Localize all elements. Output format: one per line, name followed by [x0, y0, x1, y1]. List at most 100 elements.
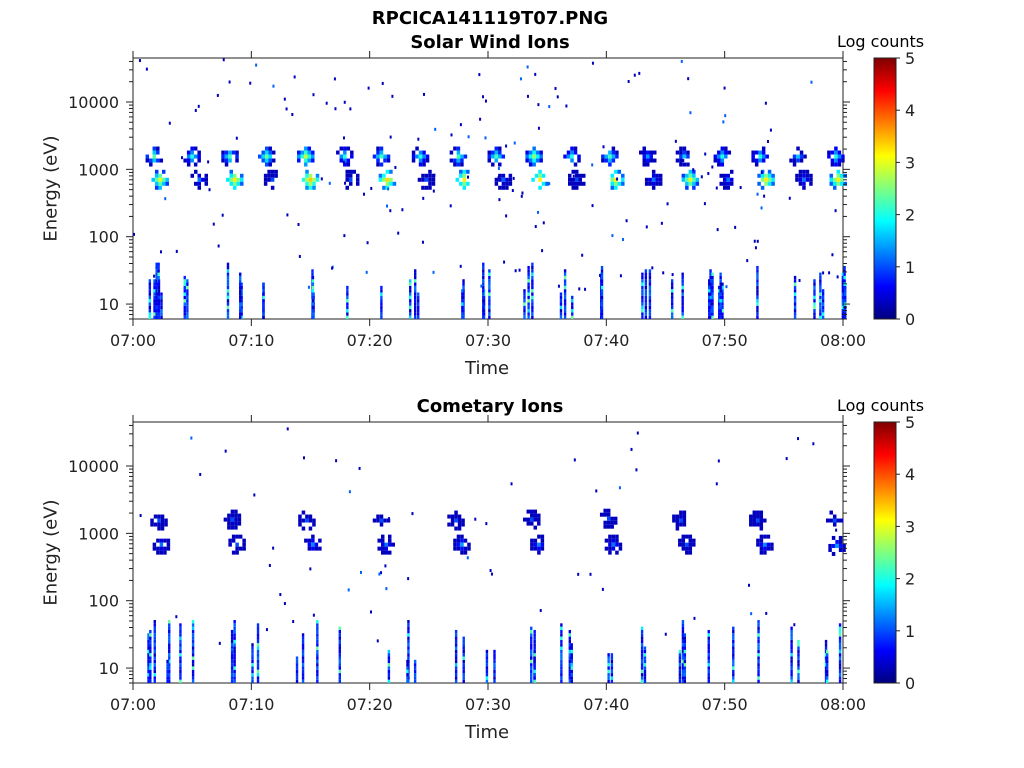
spectrogram-cell	[160, 299, 163, 303]
spectrogram-cell	[256, 646, 260, 650]
spectrogram-cell	[651, 177, 656, 182]
colorbar-tick-label: 4	[905, 101, 915, 120]
spectrogram-cell	[600, 272, 604, 276]
spectrogram-cell	[230, 679, 234, 683]
spectrogram-cell	[197, 173, 202, 178]
spectrogram-cell	[721, 299, 724, 303]
spectrogram-cell	[838, 623, 842, 627]
spectrogram-cell	[608, 150, 612, 155]
spectrogram-cell	[813, 312, 816, 316]
spectrogram-cell	[482, 312, 485, 316]
spectrogram-cell	[530, 679, 533, 683]
spectrogram-cell	[683, 666, 687, 670]
spectrogram-cell	[233, 673, 236, 677]
spectrogram-cell	[237, 517, 242, 522]
spectrogram-cell	[711, 275, 714, 280]
spectrogram-cell	[186, 312, 189, 316]
spectrogram-cell	[238, 534, 243, 539]
x-tick-label: 07:40	[583, 695, 629, 714]
spectrogram-cell	[160, 292, 163, 296]
spectrogram-cell	[376, 514, 380, 519]
spectrogram-cell	[159, 542, 164, 547]
spectrogram-cell	[160, 312, 163, 316]
spectrogram-cell	[531, 272, 534, 276]
spectrogram-cell	[757, 649, 760, 654]
spectrogram-cell	[152, 146, 157, 151]
spectrogram-cell	[233, 669, 236, 674]
spectrogram-cell	[648, 295, 652, 300]
spectrogram-cell	[230, 653, 234, 657]
spectrogram-cell	[255, 63, 258, 67]
spectrogram-cell	[339, 158, 344, 163]
spectrogram-cell	[191, 643, 195, 647]
panel-1-cells	[133, 58, 848, 319]
spectrogram-cell	[682, 510, 687, 515]
spectrogram-cell	[603, 512, 607, 517]
spectrogram-cell	[682, 162, 687, 167]
spectrogram-cell	[272, 546, 275, 550]
spectrogram-cell	[308, 185, 313, 190]
spectrogram-cell	[578, 287, 581, 291]
spectrogram-cell	[233, 629, 236, 634]
spectrogram-cell	[756, 538, 760, 543]
spectrogram-cell	[488, 279, 491, 283]
spectrogram-cell	[819, 295, 822, 300]
spectrogram-cell	[611, 146, 616, 151]
y-tick-label: 100	[88, 228, 119, 247]
spectrogram-cell	[231, 150, 236, 155]
spectrogram-cell	[568, 676, 572, 680]
spectrogram-cell	[678, 542, 682, 547]
spectrogram-cell	[641, 275, 644, 280]
spectrogram-cell	[197, 150, 201, 155]
spectrogram-cell	[301, 673, 305, 677]
spectrogram-cell	[646, 154, 650, 159]
spectrogram-cell	[757, 173, 761, 178]
spectrogram-cell	[563, 299, 567, 303]
x-tick-label: 07:00	[110, 695, 156, 714]
spectrogram-cell	[644, 302, 648, 306]
spectrogram-cell	[607, 676, 610, 680]
spectrogram-cell	[813, 279, 816, 283]
spectrogram-cell	[732, 679, 735, 683]
spectrogram-cell	[385, 204, 388, 208]
spectrogram-cell	[417, 177, 422, 182]
spectrogram-cell	[560, 659, 563, 664]
spectrogram-cell	[463, 154, 468, 159]
spectrogram-cell	[790, 636, 793, 640]
panel1-colorbar-label: Log counts	[837, 32, 925, 51]
spectrogram-cell	[528, 154, 533, 159]
spectrogram-cell	[179, 639, 182, 644]
spectrogram-cell	[498, 185, 502, 190]
spectrogram-cell	[450, 518, 455, 523]
spectrogram-cell	[409, 285, 412, 290]
spectrogram-cell	[530, 673, 533, 677]
spectrogram-cell	[501, 154, 506, 159]
spectrogram-cell	[681, 546, 686, 551]
spectrogram-cell	[338, 646, 341, 650]
spectrogram-cell	[688, 546, 693, 551]
spectrogram-cell	[152, 546, 157, 551]
spectrogram-cell	[813, 305, 816, 310]
x-tick-label: 07:10	[228, 695, 274, 714]
spectrogram-cell	[798, 177, 803, 182]
spectrogram-cell	[523, 305, 526, 310]
spectrogram-cell	[821, 309, 825, 313]
spectrogram-cell	[331, 266, 334, 270]
spectrogram-cell	[305, 169, 309, 174]
spectrogram-cell	[462, 185, 467, 190]
spectrogram-cell	[643, 659, 647, 664]
spectrogram-cell	[485, 666, 489, 670]
spectrogram-cell	[526, 65, 529, 69]
spectrogram-cell	[670, 312, 674, 316]
spectrogram-cell	[838, 543, 843, 548]
spectrogram-cell	[640, 676, 644, 680]
spectrogram-cell	[525, 154, 529, 159]
spectrogram-cell	[600, 315, 604, 319]
spectrogram-cell	[432, 270, 435, 274]
spectrogram-cell	[709, 275, 712, 280]
spectrogram-cell	[683, 636, 687, 640]
spectrogram-cell	[837, 162, 842, 167]
spectrogram-cell	[644, 315, 648, 319]
spectrogram-cell	[256, 653, 260, 657]
spectrogram-cell	[456, 538, 461, 543]
